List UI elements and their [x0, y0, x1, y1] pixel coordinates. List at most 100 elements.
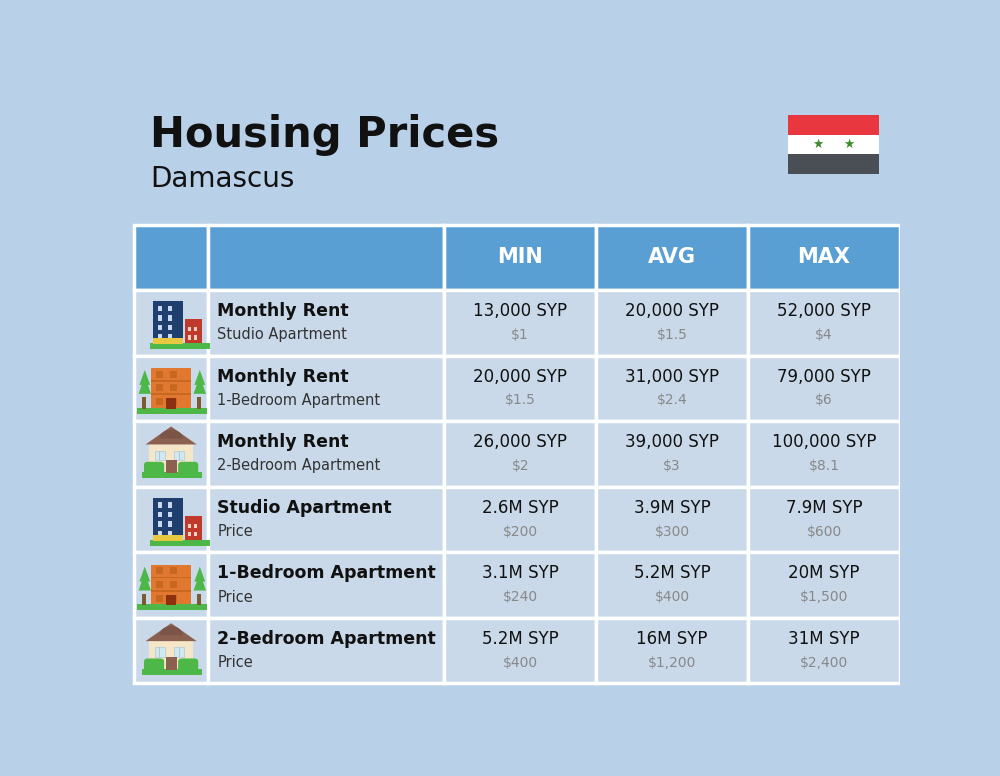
FancyBboxPatch shape — [748, 355, 900, 421]
FancyBboxPatch shape — [185, 320, 202, 345]
FancyBboxPatch shape — [150, 540, 210, 546]
FancyBboxPatch shape — [137, 407, 207, 414]
FancyBboxPatch shape — [155, 647, 165, 657]
FancyBboxPatch shape — [596, 421, 748, 487]
Text: $4: $4 — [815, 327, 833, 342]
Text: 2.6M SYP: 2.6M SYP — [482, 499, 559, 517]
FancyBboxPatch shape — [194, 532, 197, 536]
FancyBboxPatch shape — [188, 327, 191, 331]
FancyBboxPatch shape — [142, 472, 202, 478]
Polygon shape — [146, 427, 197, 445]
Text: $600: $600 — [806, 525, 842, 539]
Text: $6: $6 — [815, 393, 833, 407]
FancyBboxPatch shape — [596, 553, 748, 618]
FancyBboxPatch shape — [153, 338, 183, 345]
Text: 5.2M SYP: 5.2M SYP — [482, 630, 559, 648]
FancyBboxPatch shape — [168, 512, 172, 517]
FancyBboxPatch shape — [142, 594, 146, 605]
Polygon shape — [139, 370, 150, 385]
FancyBboxPatch shape — [748, 487, 900, 553]
FancyBboxPatch shape — [170, 398, 177, 405]
FancyBboxPatch shape — [153, 301, 183, 345]
Polygon shape — [194, 573, 206, 591]
Text: ★: ★ — [812, 138, 823, 151]
FancyBboxPatch shape — [208, 290, 444, 355]
FancyBboxPatch shape — [151, 368, 191, 409]
FancyBboxPatch shape — [151, 393, 191, 395]
FancyBboxPatch shape — [596, 224, 748, 290]
Text: 39,000 SYP: 39,000 SYP — [625, 433, 719, 451]
FancyBboxPatch shape — [158, 315, 162, 320]
FancyBboxPatch shape — [788, 115, 879, 135]
FancyBboxPatch shape — [158, 324, 162, 330]
FancyBboxPatch shape — [748, 618, 900, 684]
FancyBboxPatch shape — [142, 669, 202, 674]
FancyBboxPatch shape — [142, 397, 146, 409]
FancyBboxPatch shape — [188, 532, 191, 536]
Polygon shape — [194, 376, 206, 394]
FancyBboxPatch shape — [596, 355, 748, 421]
Text: Studio Apartment: Studio Apartment — [217, 499, 392, 517]
FancyBboxPatch shape — [156, 371, 163, 378]
FancyBboxPatch shape — [150, 343, 210, 349]
FancyBboxPatch shape — [748, 421, 900, 487]
FancyBboxPatch shape — [168, 324, 172, 330]
FancyBboxPatch shape — [144, 462, 164, 477]
FancyBboxPatch shape — [170, 581, 177, 588]
Text: $2,400: $2,400 — [800, 656, 848, 670]
Text: 20M SYP: 20M SYP — [788, 564, 860, 582]
FancyBboxPatch shape — [170, 384, 177, 391]
FancyBboxPatch shape — [153, 498, 183, 541]
Text: Monthly Rent: Monthly Rent — [217, 433, 349, 451]
Text: 31M SYP: 31M SYP — [788, 630, 860, 648]
FancyBboxPatch shape — [151, 380, 191, 382]
FancyBboxPatch shape — [748, 290, 900, 355]
Text: ★: ★ — [843, 138, 855, 151]
Text: $2.4: $2.4 — [657, 393, 688, 407]
FancyBboxPatch shape — [134, 421, 208, 487]
FancyBboxPatch shape — [158, 502, 162, 508]
Text: $8.1: $8.1 — [809, 459, 840, 473]
Wedge shape — [159, 430, 183, 438]
Wedge shape — [159, 626, 183, 636]
FancyBboxPatch shape — [197, 594, 201, 605]
FancyBboxPatch shape — [134, 224, 208, 290]
FancyBboxPatch shape — [174, 647, 184, 657]
Text: 2-Bedroom Apartment: 2-Bedroom Apartment — [217, 630, 436, 648]
Text: 52,000 SYP: 52,000 SYP — [777, 302, 871, 320]
FancyBboxPatch shape — [174, 451, 184, 460]
FancyBboxPatch shape — [178, 462, 198, 477]
Text: 13,000 SYP: 13,000 SYP — [473, 302, 567, 320]
FancyBboxPatch shape — [156, 398, 163, 405]
Text: 16M SYP: 16M SYP — [636, 630, 708, 648]
Polygon shape — [139, 376, 151, 394]
FancyBboxPatch shape — [168, 521, 172, 527]
Text: 20,000 SYP: 20,000 SYP — [625, 302, 719, 320]
FancyBboxPatch shape — [166, 398, 176, 409]
FancyBboxPatch shape — [444, 290, 596, 355]
Text: 100,000 SYP: 100,000 SYP — [772, 433, 876, 451]
Text: $1.5: $1.5 — [505, 393, 536, 407]
FancyBboxPatch shape — [596, 618, 748, 684]
FancyBboxPatch shape — [144, 659, 164, 674]
FancyBboxPatch shape — [788, 135, 879, 154]
FancyBboxPatch shape — [156, 594, 163, 602]
FancyBboxPatch shape — [194, 335, 197, 340]
FancyBboxPatch shape — [166, 594, 176, 605]
FancyBboxPatch shape — [149, 641, 193, 670]
Polygon shape — [139, 566, 150, 581]
Polygon shape — [194, 370, 205, 385]
FancyBboxPatch shape — [151, 577, 191, 578]
FancyBboxPatch shape — [153, 535, 183, 541]
Polygon shape — [146, 623, 197, 641]
FancyBboxPatch shape — [168, 306, 172, 311]
Text: $1.5: $1.5 — [657, 327, 688, 342]
FancyBboxPatch shape — [134, 355, 208, 421]
FancyBboxPatch shape — [134, 618, 208, 684]
FancyBboxPatch shape — [158, 512, 162, 517]
Text: $400: $400 — [503, 656, 538, 670]
FancyBboxPatch shape — [134, 553, 208, 618]
Text: $1: $1 — [511, 327, 529, 342]
Text: 7.9M SYP: 7.9M SYP — [786, 499, 862, 517]
FancyBboxPatch shape — [156, 384, 163, 391]
